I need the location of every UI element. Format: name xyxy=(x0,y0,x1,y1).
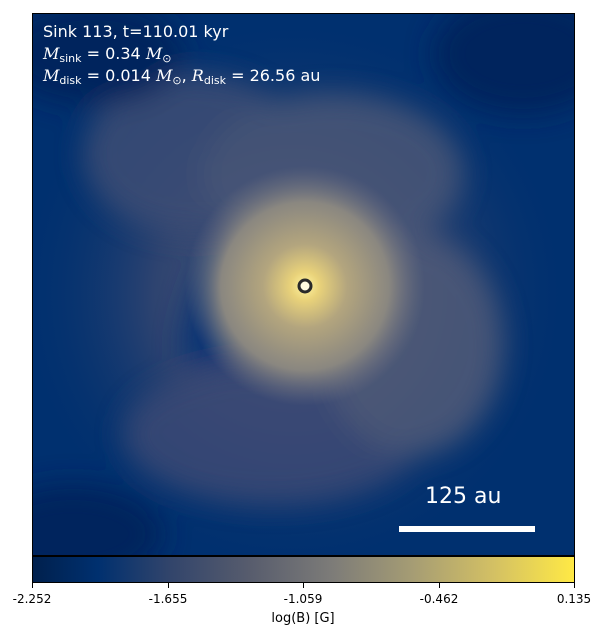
disk-radius-value: 26.56 xyxy=(249,66,296,85)
sink-title: Sink 113, t=110.01 kyr xyxy=(43,22,229,41)
sink-mass: Msink = 0.34 M⊙ xyxy=(43,44,172,65)
colorbar-tick-label: -1.655 xyxy=(148,592,188,606)
colorbar-tick xyxy=(168,583,169,588)
colorbar-tick-label: -2.252 xyxy=(12,592,52,606)
colorbar-tick xyxy=(32,583,33,588)
colorbar-label: log(B) [G] xyxy=(271,611,335,626)
scale-bar-label: 125 au xyxy=(425,484,502,509)
colorbar-tick xyxy=(303,583,304,588)
disk-radius-unit: au xyxy=(300,66,321,85)
disk-mass-value: 0.014 xyxy=(105,66,151,85)
colorbar-tick xyxy=(574,583,575,588)
sink-particle-icon xyxy=(297,278,313,294)
colorbar-tick-label: -1.059 xyxy=(283,592,323,606)
field-image xyxy=(33,14,574,555)
disk-properties: Mdisk = 0.014 M⊙, Rdisk = 26.56 au xyxy=(43,66,321,87)
sink-mass-value: 0.34 xyxy=(105,44,141,63)
magnetic-field-map: Sink 113, t=110.01 kyr Msink = 0.34 M⊙ M… xyxy=(32,13,575,556)
colorbar xyxy=(32,556,575,583)
colorbar-tick-label: -0.462 xyxy=(419,592,459,606)
colorbar-tick-label: 0.135 xyxy=(556,592,592,606)
colorbar-tick xyxy=(439,583,440,588)
scale-bar xyxy=(399,526,535,532)
